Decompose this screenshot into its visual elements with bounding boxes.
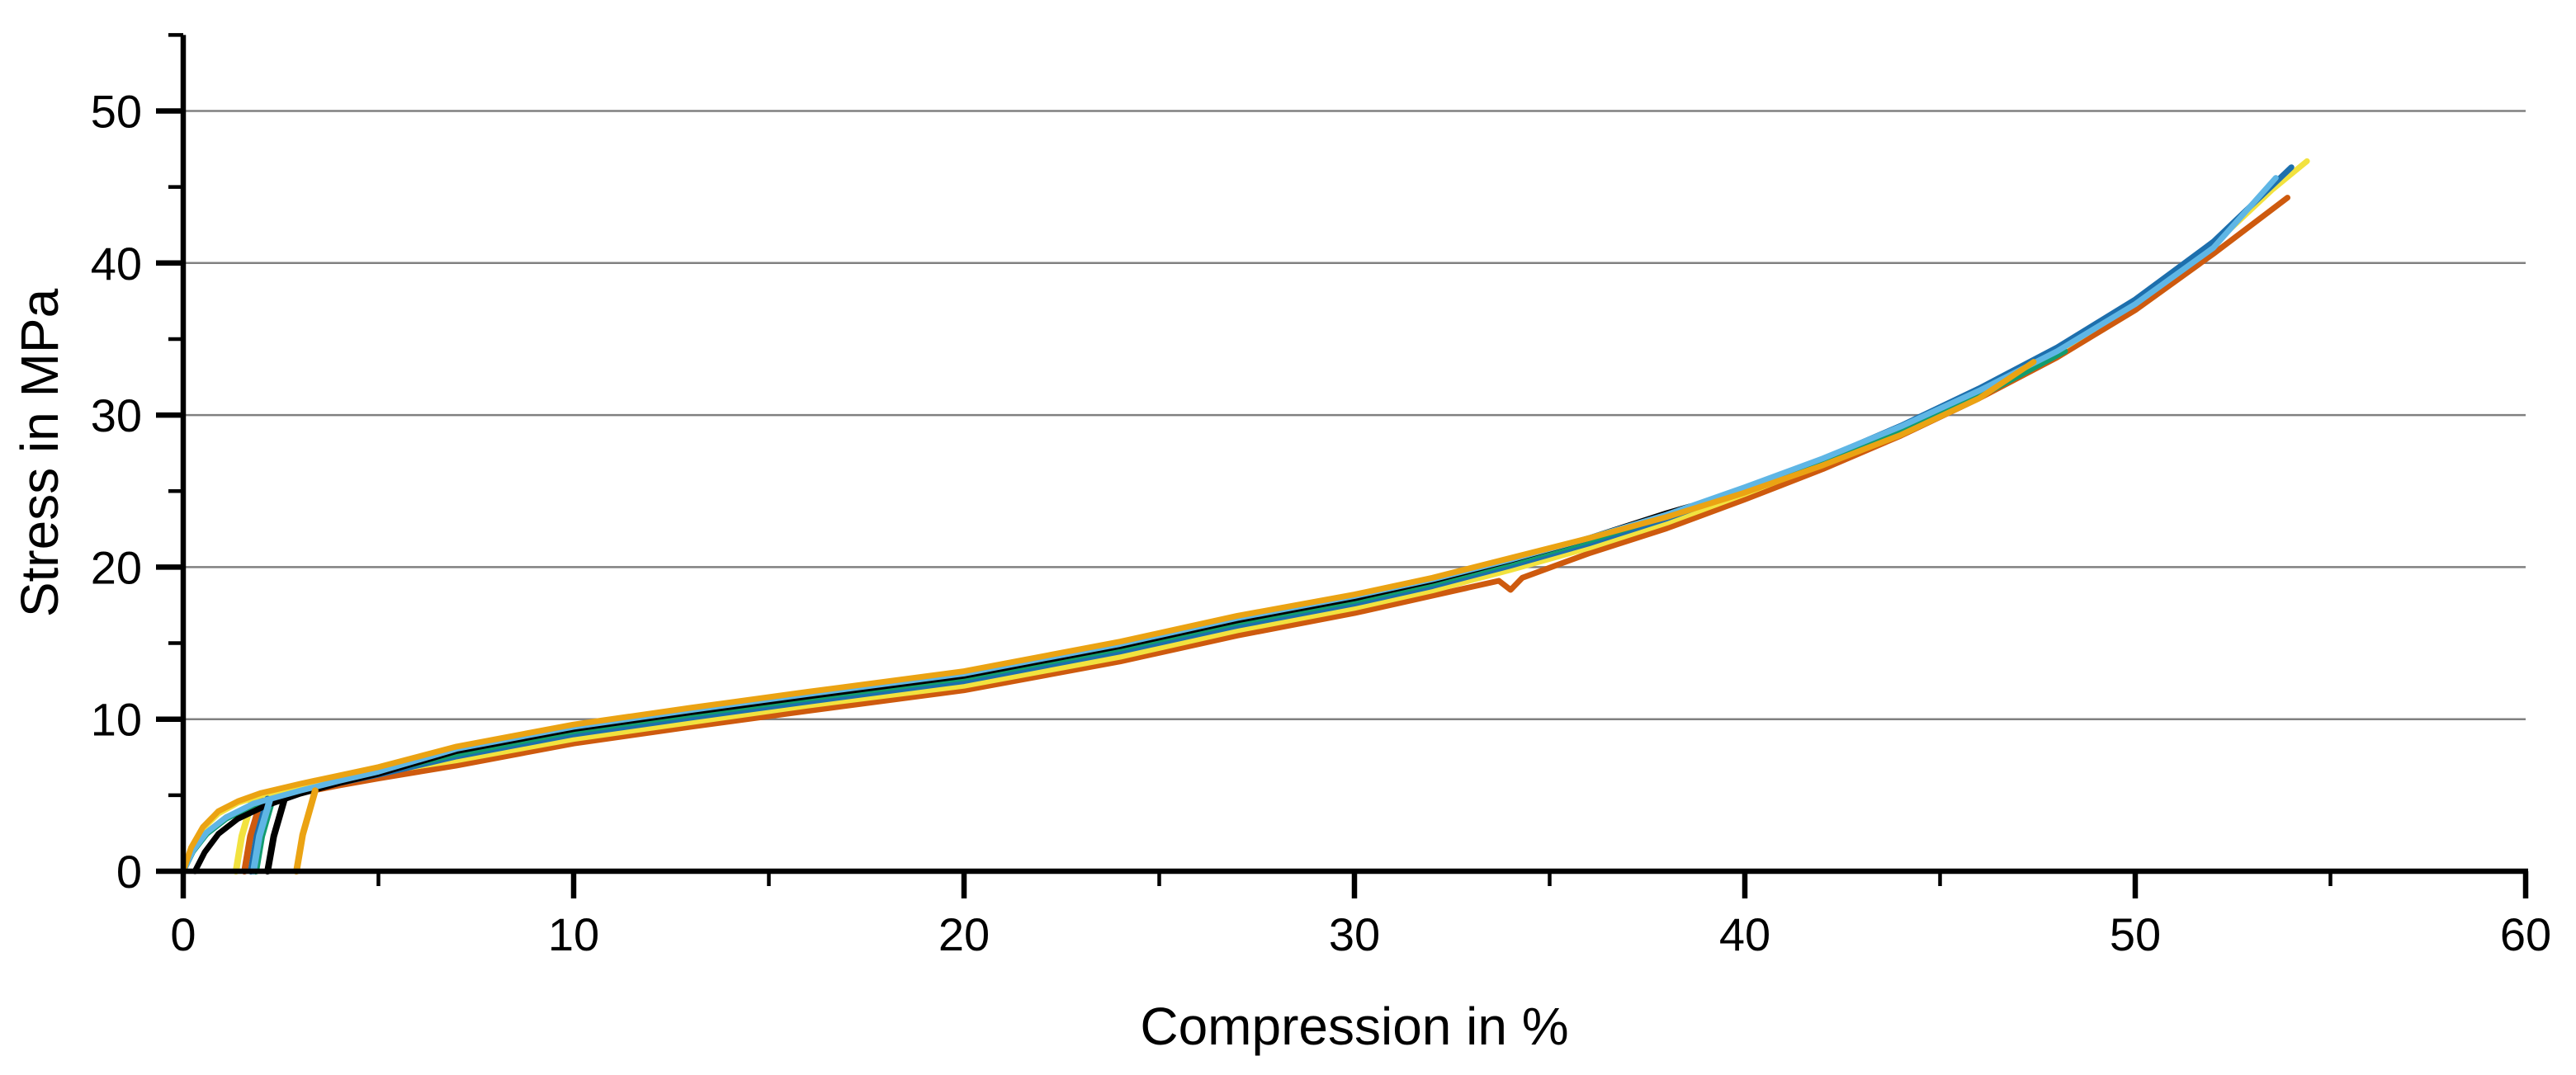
axes-group xyxy=(156,33,2529,898)
y-tick-label: 40 xyxy=(91,238,142,290)
data-series-group xyxy=(180,158,2310,875)
tick-labels-group: 0 10 20 30 40 50 0 10 20 30 40 50 60 xyxy=(91,86,2551,961)
x-tick-label: 0 xyxy=(170,908,196,960)
x-tick-label: 30 xyxy=(1329,908,1380,960)
x-tick-label: 20 xyxy=(938,908,990,960)
gridlines-group xyxy=(183,110,2526,720)
series-specimen-yellow xyxy=(180,158,2310,875)
series-specimen-skyblue xyxy=(180,175,2279,875)
unload-specimen-skyblue xyxy=(250,796,273,875)
series-specimen-amber xyxy=(180,359,2037,875)
series-specimen-orange xyxy=(180,195,2290,875)
y-tick-label: 10 xyxy=(91,694,142,746)
x-axis-title: Compression in % xyxy=(1140,997,1568,1056)
series-specimen-green xyxy=(180,348,2068,875)
x-tick-label: 40 xyxy=(1719,908,1770,960)
y-tick-label: 30 xyxy=(91,389,142,441)
series-specimen-blue xyxy=(180,164,2295,875)
x-tick-label: 10 xyxy=(548,908,599,960)
y-tick-label: 0 xyxy=(116,846,142,898)
unload-specimen-amber xyxy=(293,787,319,875)
x-tick-label: 50 xyxy=(2110,908,2161,960)
x-tick-label: 60 xyxy=(2500,908,2551,960)
y-axis-title: Stress in MPa xyxy=(10,288,69,617)
unload-specimen-black xyxy=(264,794,288,875)
y-tick-label: 50 xyxy=(91,86,142,138)
y-tick-label: 20 xyxy=(91,541,142,593)
